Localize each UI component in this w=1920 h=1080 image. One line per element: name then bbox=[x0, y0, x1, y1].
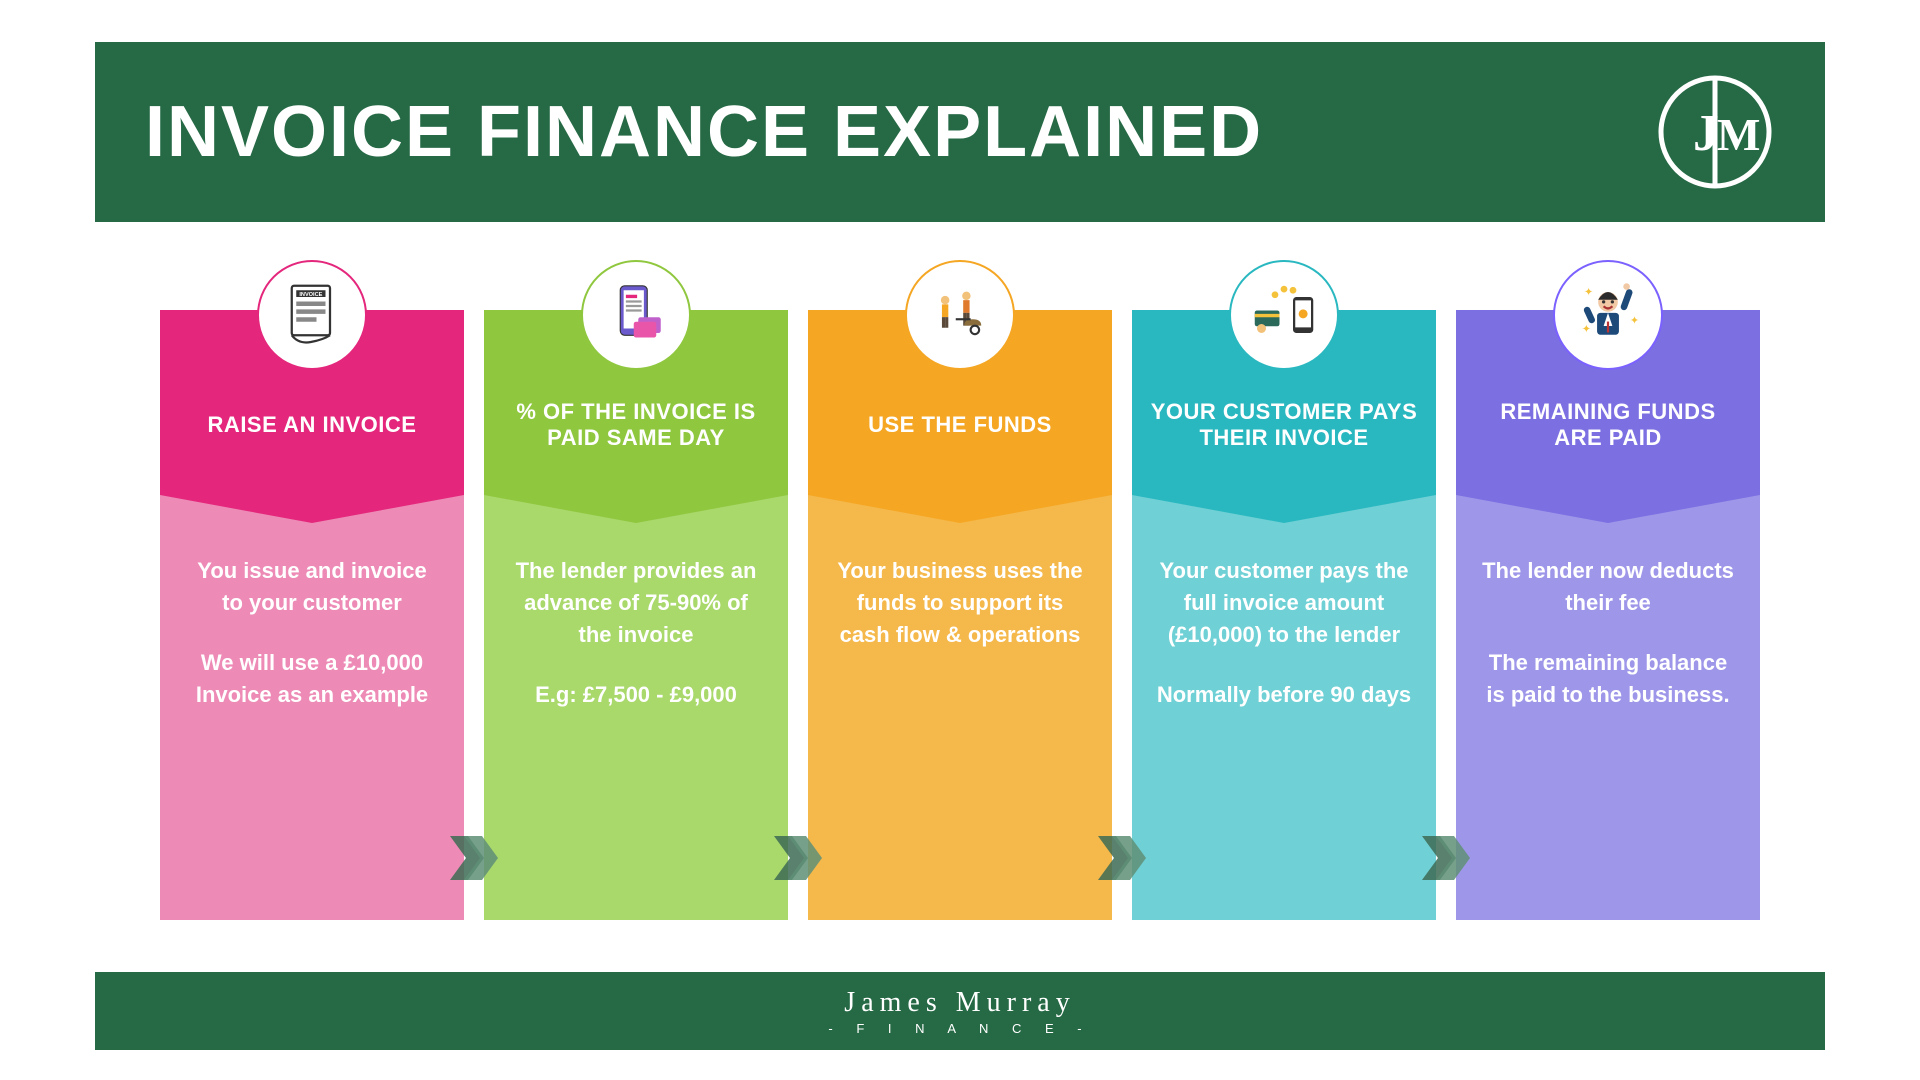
step-1-title: RAISE AN INVOICE bbox=[208, 412, 417, 438]
svg-text:✦: ✦ bbox=[1630, 315, 1639, 327]
step-1: INVOICE RAISE AN INVOICE You issue and i… bbox=[160, 310, 464, 920]
step-1-para-2: We will use a £10,000 Invoice as an exam… bbox=[184, 647, 440, 711]
step-2-para-2: E.g: £7,500 - £9,000 bbox=[508, 679, 764, 711]
step-2: % OF THE INVOICE IS PAID SAME DAY The le… bbox=[484, 310, 788, 920]
step-4-para-1: Your customer pays the full invoice amou… bbox=[1156, 555, 1412, 651]
footer-bar: James Murray - F I N A N C E - bbox=[95, 972, 1825, 1050]
arrow-2 bbox=[774, 836, 822, 880]
steps-row: INVOICE RAISE AN INVOICE You issue and i… bbox=[160, 310, 1760, 920]
invoice-icon: INVOICE bbox=[257, 260, 367, 370]
jm-logo: J M bbox=[1655, 72, 1775, 192]
step-3-title: USE THE FUNDS bbox=[868, 412, 1052, 438]
step-3: USE THE FUNDS Your business uses the fun… bbox=[808, 310, 1112, 920]
step-3-para-1: Your business uses the funds to support … bbox=[832, 555, 1088, 651]
step-4-para-2: Normally before 90 days bbox=[1156, 679, 1412, 711]
transfer-icon bbox=[1229, 260, 1339, 370]
svg-text:INVOICE: INVOICE bbox=[299, 292, 322, 298]
svg-text:✦: ✦ bbox=[1584, 286, 1593, 298]
step-3-body: Your business uses the funds to support … bbox=[808, 495, 1112, 920]
infographic-page: INVOICE FINANCE EXPLAINED J M INVOICE bbox=[0, 0, 1920, 1080]
step-4-body: Your customer pays the full invoice amou… bbox=[1132, 495, 1436, 920]
celebrate-icon: ✦ ✦ ✦ bbox=[1553, 260, 1663, 370]
step-5-body: The lender now deducts their fee The rem… bbox=[1456, 495, 1760, 920]
step-4-title: YOUR CUSTOMER PAYS THEIR INVOICE bbox=[1150, 399, 1418, 451]
step-5-para-1: The lender now deducts their fee bbox=[1480, 555, 1736, 619]
step-4: YOUR CUSTOMER PAYS THEIR INVOICE Your cu… bbox=[1132, 310, 1436, 920]
header-bar: INVOICE FINANCE EXPLAINED J M bbox=[95, 42, 1825, 222]
step-5-para-2: The remaining balance is paid to the bus… bbox=[1480, 647, 1736, 711]
step-5: ✦ ✦ ✦ REMAINING FUNDS ARE PAID The lende… bbox=[1456, 310, 1760, 920]
footer-name: James Murray bbox=[844, 987, 1075, 1019]
arrow-4 bbox=[1422, 836, 1470, 880]
step-5-title: REMAINING FUNDS ARE PAID bbox=[1474, 399, 1742, 451]
footer-sub: - F I N A N C E - bbox=[828, 1021, 1091, 1036]
arrow-3 bbox=[1098, 836, 1146, 880]
workers-icon bbox=[905, 260, 1015, 370]
step-1-para-1: You issue and invoice to your customer bbox=[184, 555, 440, 619]
step-2-para-1: The lender provides an advance of 75-90%… bbox=[508, 555, 764, 651]
phone-payment-icon bbox=[581, 260, 691, 370]
svg-text:J: J bbox=[1693, 105, 1719, 162]
page-title: INVOICE FINANCE EXPLAINED bbox=[145, 91, 1263, 173]
step-2-body: The lender provides an advance of 75-90%… bbox=[484, 495, 788, 920]
svg-text:M: M bbox=[1717, 109, 1760, 160]
step-1-body: You issue and invoice to your customer W… bbox=[160, 495, 464, 920]
step-2-title: % OF THE INVOICE IS PAID SAME DAY bbox=[502, 399, 770, 451]
svg-text:✦: ✦ bbox=[1582, 324, 1591, 336]
arrow-1 bbox=[450, 836, 498, 880]
